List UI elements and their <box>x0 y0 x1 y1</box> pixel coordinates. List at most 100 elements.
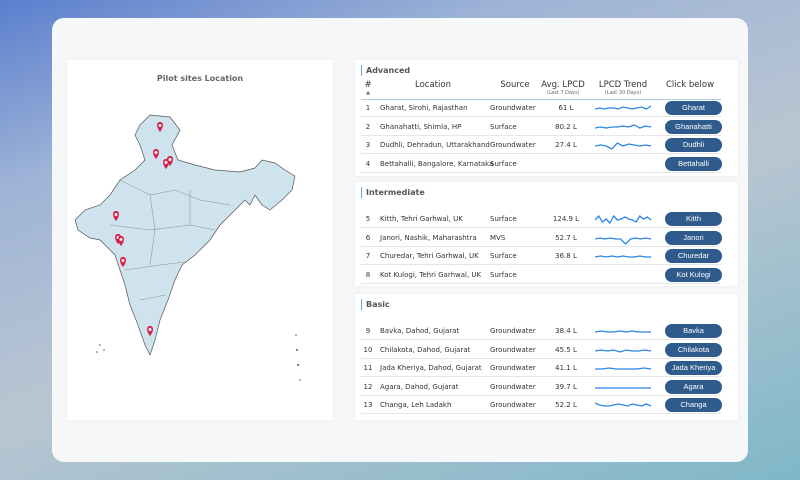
row-source: Surface <box>490 122 517 131</box>
lpcd-trend-sparkline <box>595 255 651 258</box>
row-number: 10 <box>363 345 373 354</box>
lpcd-trend-sparkline <box>595 348 652 353</box>
lpcd-trend-sparkline <box>595 236 652 245</box>
lpcd-trend-sparkline <box>595 123 652 129</box>
lpcd-trend-sparkline <box>595 105 652 110</box>
site-button[interactable]: Ghanahatti <box>665 119 722 134</box>
col-num-header[interactable]: # ▲ <box>361 80 375 96</box>
site-button[interactable]: Jada Kheriya <box>665 361 722 375</box>
table-row: 10 Chilakota, Dahod, Gujarat Groundwater… <box>361 341 722 359</box>
section-intermediate: Intermediate 5 Kitth, Tehri Garhwal, UK … <box>355 182 738 286</box>
row-source: Surface <box>490 270 517 279</box>
site-button[interactable]: Kitth <box>665 212 722 226</box>
section-title: Basic <box>361 299 390 310</box>
row-location: Jada Kheriya, Dahod, Gujarat <box>380 364 482 372</box>
row-number: 3 <box>365 141 371 149</box>
lpcd-trend-sparkline <box>595 402 652 407</box>
row-number: 1 <box>365 104 371 112</box>
section-title: Intermediate <box>361 187 425 198</box>
site-pin-icon[interactable] <box>167 156 173 166</box>
site-button[interactable]: Chilakota <box>665 342 722 357</box>
site-pin-icon[interactable] <box>120 257 126 267</box>
table-row: 7 Churedar, Tehri Garhwal, UK Surface 36… <box>361 247 722 265</box>
row-location: Agara, Dahod, Gujarat <box>380 382 459 391</box>
row-location: Bavka, Dahod, Gujarat <box>380 327 460 335</box>
table-row: 8 Kot Kulogi, Tehri Garhwal, UK Surface … <box>361 266 722 284</box>
lpcd-trend-sparkline <box>595 330 651 333</box>
row-location: Chilakota, Dahod, Gujarat <box>380 345 471 354</box>
site-button[interactable]: Agara <box>665 379 722 394</box>
col-num-label: # <box>364 80 372 90</box>
table-row: 9 Bavka, Dahod, Gujarat Groundwater 38.4… <box>361 322 722 340</box>
row-source: Surface <box>490 159 517 168</box>
row-avg-lpcd: 45.5 L <box>555 345 577 354</box>
lpcd-trend-sparkline <box>595 367 652 370</box>
site-pin-icon[interactable] <box>157 122 163 132</box>
row-avg-lpcd: 124.9 L <box>552 215 580 223</box>
row-location: Ghanahatti, Shimla, HP <box>380 122 462 131</box>
row-avg-lpcd: 38.4 L <box>555 327 577 335</box>
site-button[interactable]: Changa <box>665 398 722 412</box>
site-button[interactable]: Gharat <box>665 101 722 115</box>
row-location: Bettahalli, Bangalore, Karnataka <box>380 159 494 168</box>
row-avg-lpcd: 41.1 L <box>555 364 577 372</box>
row-source: Groundwater <box>490 104 536 112</box>
row-location: Churedar, Tehri Garhwal, UK <box>380 252 479 260</box>
site-pin-icon[interactable] <box>113 211 119 221</box>
section-title: Advanced <box>361 65 410 76</box>
site-button[interactable]: Janori <box>665 230 722 245</box>
row-avg-lpcd: 27.4 L <box>555 141 577 149</box>
table-row: 13 Changa, Leh Ladakh Groundwater 52.2 L… <box>361 396 722 414</box>
col-trend-label: LPCD Trend <box>598 80 648 90</box>
col-trend-header: LPCD Trend (Last 30 Days) <box>593 80 653 96</box>
site-button[interactable]: Kot Kulogi <box>665 267 722 282</box>
row-source: Groundwater <box>490 141 536 149</box>
row-number: 9 <box>365 327 371 335</box>
site-pin-icon[interactable] <box>118 236 124 246</box>
row-avg-lpcd: 80.2 L <box>555 122 577 131</box>
row-source: Groundwater <box>490 364 536 372</box>
row-avg-lpcd: 52.2 L <box>555 401 577 409</box>
table-row: 1 Gharat, Sirohi, Rajasthan Groundwater … <box>361 99 722 117</box>
table-row: 6 Janori, Nashik, Maharashtra MVS 52.7 L… <box>361 229 722 247</box>
india-map[interactable] <box>67 60 333 420</box>
lpcd-trend-sparkline <box>595 214 652 225</box>
site-button[interactable]: Bavka <box>665 324 722 338</box>
row-location: Janori, Nashik, Maharashtra <box>380 233 477 242</box>
table-row: 3 Dudhli, Dehradun, Uttarakhand Groundwa… <box>361 136 722 154</box>
col-avg-header: Avg. LPCD (Last 7 Days) <box>537 80 589 96</box>
row-source: Groundwater <box>490 382 536 391</box>
col-source-header: Source <box>500 80 530 90</box>
row-number: 5 <box>365 215 371 223</box>
row-number: 4 <box>365 159 371 168</box>
col-avg-sub: (Last 7 Days) <box>546 90 580 96</box>
site-button[interactable]: Bettahalli <box>665 156 722 171</box>
row-avg-lpcd: 61 L <box>558 104 574 112</box>
row-source: Surface <box>490 252 517 260</box>
table-row: 4 Bettahalli, Bangalore, Karnataka Surfa… <box>361 155 722 173</box>
row-source: Groundwater <box>490 401 536 409</box>
row-number: 11 <box>363 364 373 372</box>
row-number: 6 <box>365 233 371 242</box>
sort-asc-icon[interactable]: ▲ <box>366 90 370 96</box>
site-button[interactable]: Dudhli <box>665 138 722 152</box>
row-location: Kot Kulogi, Tehri Garhwal, UK <box>380 270 482 279</box>
row-avg-lpcd: 36.8 L <box>555 252 577 260</box>
row-location: Gharat, Sirohi, Rajasthan <box>380 104 468 112</box>
site-pin-icon[interactable] <box>147 326 153 336</box>
site-pin-icon[interactable] <box>153 149 159 159</box>
section-advanced: Advanced # ▲ Location Source Avg. LPCD (Las… <box>355 60 738 176</box>
india-outline <box>74 114 296 356</box>
table-row: 5 Kitth, Tehri Garhwal, UK Surface 124.9… <box>361 210 722 228</box>
row-avg-lpcd: 52.7 L <box>555 233 577 242</box>
table-row: 2 Ghanahatti, Shimla, HP Surface 80.2 L … <box>361 118 722 136</box>
col-avg-label: Avg. LPCD <box>541 80 585 90</box>
row-location: Dudhli, Dehradun, Uttarakhand <box>380 141 490 149</box>
row-number: 7 <box>365 252 371 260</box>
map-panel: Pilot sites Location <box>67 60 333 420</box>
col-action-header: Click below <box>665 80 715 90</box>
section-basic: Basic 9 Bavka, Dahod, Gujarat Groundwate… <box>355 294 738 420</box>
row-number: 2 <box>365 122 371 131</box>
lpcd-trend-sparkline <box>595 142 652 150</box>
site-button[interactable]: Churedar <box>665 249 722 263</box>
